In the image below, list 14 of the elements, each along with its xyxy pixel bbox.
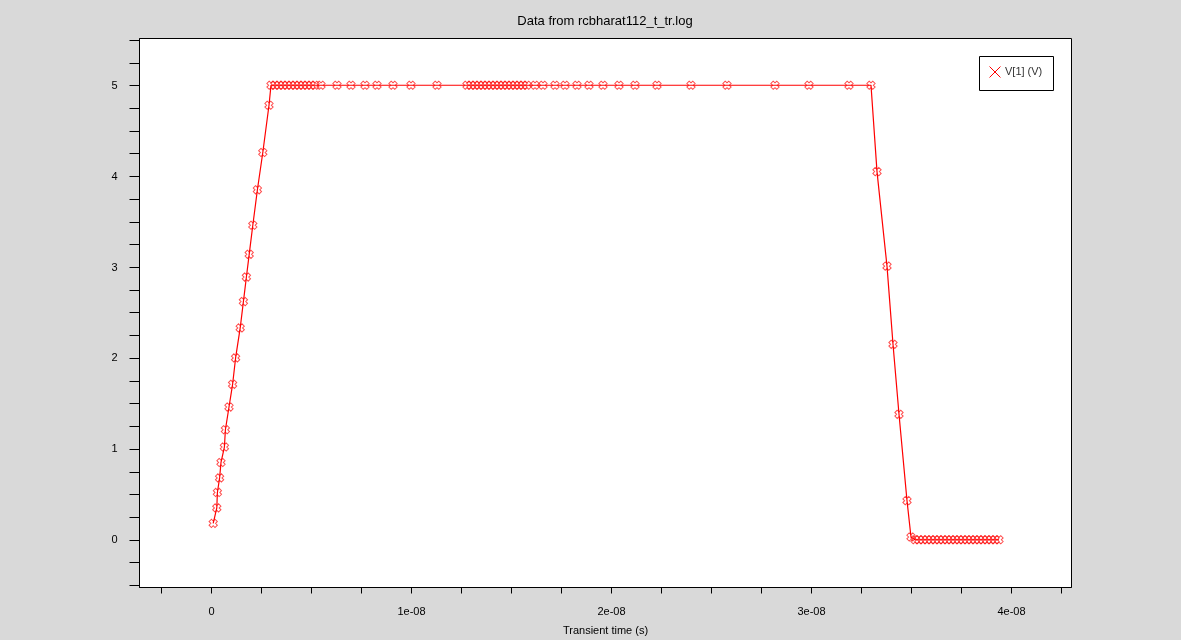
x-tick-label: 0 — [208, 604, 215, 617]
x-tick-label: 2e-08 — [597, 604, 626, 617]
chart-title: Data from rcbharat112_t_tr.log — [517, 12, 693, 28]
x-tick-label: 1e-08 — [397, 604, 426, 617]
y-tick-label: 1 — [111, 442, 118, 455]
y-tick-label: 4 — [111, 169, 118, 182]
y-tick-label: 5 — [111, 78, 118, 91]
y-tick-label: 2 — [111, 351, 118, 364]
y-tick-label: 0 — [111, 533, 118, 546]
legend-label: V[1] (V) — [1005, 65, 1043, 77]
y-tick-label: 3 — [111, 260, 118, 273]
x-tick-label: 4e-08 — [997, 604, 1026, 617]
x-tick-label: 3e-08 — [797, 604, 826, 617]
x-axis-title: Transient time (s) — [562, 623, 649, 636]
